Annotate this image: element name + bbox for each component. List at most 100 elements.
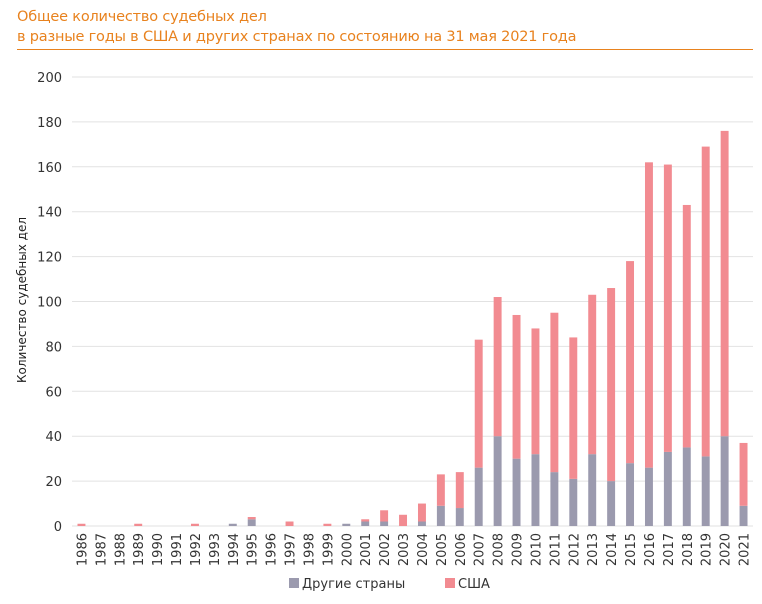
bar-other-2014 bbox=[607, 481, 616, 526]
bar-other-2016 bbox=[644, 467, 653, 526]
x-tick-label: 1986 bbox=[75, 533, 90, 566]
title-line-2: в разные годы в США и других странах по … bbox=[17, 29, 577, 45]
bar-other-2005 bbox=[436, 505, 445, 526]
bar-usa-2014 bbox=[607, 288, 616, 482]
x-tick-label: 2002 bbox=[378, 533, 393, 566]
x-tick-label: 2011 bbox=[548, 533, 563, 566]
x-tick-label: 2015 bbox=[624, 533, 639, 566]
x-tick-label: 1993 bbox=[208, 533, 223, 566]
y-tick-label: 200 bbox=[37, 71, 62, 86]
x-tick-label: 2019 bbox=[700, 533, 715, 566]
y-axis-ticks: 0 20 40 60 80 100 120 140 160 180 200 bbox=[37, 71, 62, 535]
x-tick-label: 2018 bbox=[681, 533, 696, 566]
legend: Другие страны США bbox=[289, 577, 490, 592]
x-tick-label: 2017 bbox=[662, 533, 677, 566]
x-tick-label: 2008 bbox=[492, 533, 507, 566]
bar-usa-2005 bbox=[436, 474, 445, 506]
bar-other-2017 bbox=[663, 451, 672, 526]
gridlines bbox=[72, 76, 753, 527]
bar-usa-2021 bbox=[739, 442, 748, 506]
x-tick-label: 1995 bbox=[246, 533, 261, 566]
bar-usa-2018 bbox=[682, 204, 691, 448]
bar-usa-2013 bbox=[588, 294, 597, 455]
x-tick-label: 2014 bbox=[605, 533, 620, 566]
bar-usa-1989 bbox=[134, 523, 143, 526]
x-tick-label: 2020 bbox=[719, 533, 734, 566]
bar-other-2020 bbox=[720, 436, 729, 526]
title-line-1: Общее количество судебных дел bbox=[17, 9, 267, 25]
x-tick-label: 1990 bbox=[151, 533, 166, 566]
bar-usa-2017 bbox=[663, 164, 672, 452]
bar-usa-2001 bbox=[361, 519, 370, 522]
y-tick-label: 120 bbox=[37, 251, 62, 266]
bar-other-2015 bbox=[626, 463, 635, 526]
x-tick-label: 1996 bbox=[265, 533, 280, 566]
bar-other-2011 bbox=[550, 472, 559, 526]
y-tick-label: 160 bbox=[37, 161, 62, 176]
bar-other-1995 bbox=[247, 519, 256, 526]
bar-usa-2004 bbox=[417, 503, 426, 522]
x-tick-label: 1991 bbox=[170, 533, 185, 566]
bar-other-2004 bbox=[417, 521, 426, 526]
x-tick-label: 2000 bbox=[340, 533, 355, 566]
x-tick-label: 2004 bbox=[416, 533, 431, 566]
bar-other-2002 bbox=[380, 521, 389, 526]
y-tick-label: 100 bbox=[37, 296, 62, 311]
legend-swatch-usa bbox=[445, 578, 455, 588]
bar-other-2008 bbox=[493, 436, 502, 526]
x-tick-label: 1997 bbox=[284, 533, 299, 566]
bar-usa-2009 bbox=[512, 314, 521, 459]
y-tick-label: 180 bbox=[37, 116, 62, 131]
bar-usa-2019 bbox=[701, 146, 710, 457]
bar-usa-2006 bbox=[455, 472, 464, 509]
y-tick-label: 40 bbox=[45, 430, 62, 445]
bar-other-2007 bbox=[474, 467, 483, 526]
x-axis-ticks: 1986 1987 1988 1989 1990 1991 1992 1993 1994 1995… bbox=[75, 533, 752, 566]
bar-other-2021 bbox=[739, 505, 748, 526]
y-tick-label: 140 bbox=[37, 206, 62, 221]
bar-usa-2020 bbox=[720, 130, 729, 437]
y-tick-label: 80 bbox=[45, 340, 62, 355]
bar-usa-2008 bbox=[493, 297, 502, 437]
bar-usa-1992 bbox=[190, 523, 199, 526]
y-tick-label: 0 bbox=[54, 520, 62, 535]
x-tick-label: 2003 bbox=[397, 533, 412, 566]
bar-other-2012 bbox=[569, 478, 578, 526]
title-divider bbox=[17, 49, 753, 50]
x-tick-label: 2005 bbox=[435, 533, 450, 566]
bar-usa-1995 bbox=[247, 517, 256, 520]
x-tick-label: 1987 bbox=[94, 533, 109, 566]
y-tick-label: 60 bbox=[45, 385, 62, 400]
bar-other-2009 bbox=[512, 458, 521, 526]
x-tick-label: 1999 bbox=[321, 533, 336, 566]
bar-usa-1997 bbox=[285, 521, 294, 526]
x-tick-label: 1994 bbox=[227, 533, 242, 566]
legend-swatch-other bbox=[289, 578, 299, 588]
bar-usa-2016 bbox=[644, 162, 653, 468]
bar-usa-2007 bbox=[474, 339, 483, 468]
bar-usa-2003 bbox=[399, 514, 408, 526]
x-tick-label: 2006 bbox=[454, 533, 469, 566]
bar-other-1994 bbox=[228, 523, 237, 526]
x-tick-label: 1998 bbox=[302, 533, 317, 566]
x-tick-label: 1992 bbox=[189, 533, 204, 566]
x-tick-label: 2012 bbox=[567, 533, 582, 566]
legend-label-other: Другие страны bbox=[302, 577, 405, 592]
x-tick-label: 1988 bbox=[113, 533, 128, 566]
bar-usa-2010 bbox=[531, 328, 540, 455]
bar-other-2000 bbox=[342, 523, 351, 526]
chart-title: Общее количество судебных дел в разные г… bbox=[17, 7, 576, 47]
bar-other-2010 bbox=[531, 454, 540, 526]
bar-usa-2015 bbox=[626, 261, 635, 464]
y-axis-label: Количество судебных дел bbox=[15, 217, 29, 383]
x-tick-label: 2007 bbox=[473, 533, 488, 566]
legend-label-usa: США bbox=[458, 577, 490, 592]
x-tick-label: 2010 bbox=[529, 533, 544, 566]
bar-usa-1999 bbox=[323, 523, 332, 526]
bar-other-2013 bbox=[588, 454, 597, 526]
x-tick-label: 1989 bbox=[132, 533, 147, 566]
x-tick-label: 2021 bbox=[738, 533, 753, 566]
bar-usa-2011 bbox=[550, 312, 559, 473]
bar-usa-2002 bbox=[380, 510, 389, 522]
